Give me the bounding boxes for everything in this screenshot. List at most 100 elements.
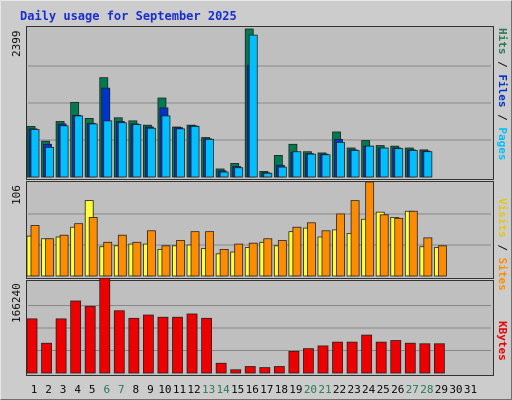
visits-bar: [263, 238, 273, 277]
day-label: 19: [289, 383, 303, 396]
day-label: 26: [391, 383, 405, 396]
visits-bar: [234, 243, 244, 277]
pages-bar: [103, 120, 113, 178]
kbytes-bar: [70, 300, 82, 374]
pages-bar: [408, 150, 418, 178]
visits-bar: [59, 234, 69, 277]
kbytes-bar: [419, 343, 431, 374]
day-label: 11: [172, 383, 187, 396]
visits-bar: [350, 200, 360, 277]
day-label: 8: [132, 383, 140, 396]
pages-bar: [350, 150, 360, 178]
day-label: 24: [362, 383, 376, 396]
pages-bar: [74, 115, 84, 178]
kbytes-bar: [230, 369, 242, 374]
day-label: 7: [117, 383, 125, 396]
pages-bar: [423, 151, 433, 178]
kbytes-bar: [142, 314, 154, 374]
kbytes-bar: [201, 317, 213, 374]
pages-bar: [307, 153, 316, 178]
pages-bar: [132, 124, 142, 178]
kbytes-bar: [303, 348, 314, 374]
pages-bar: [394, 148, 404, 178]
day-label: 6: [103, 383, 111, 396]
visits-bar: [176, 240, 185, 277]
pages-bar: [248, 34, 258, 178]
pages-bar: [59, 125, 69, 178]
pages-bar: [176, 128, 185, 178]
kbytes-bar: [433, 343, 445, 374]
visits-bar: [379, 214, 389, 277]
pages-bar: [365, 145, 375, 178]
pages-bar: [205, 138, 215, 178]
day-label: 27: [405, 383, 419, 396]
pages-bar: [219, 171, 229, 178]
visits-bar: [437, 245, 447, 277]
day-label: 9: [147, 383, 154, 396]
kbytes-bar: [390, 340, 402, 374]
kbytes-bar: [215, 362, 227, 374]
day-label: 13: [201, 383, 216, 396]
day-label: 20: [303, 383, 318, 396]
kbytes-bar: [113, 310, 125, 374]
pages-bar: [292, 151, 302, 178]
visits-bar: [88, 217, 98, 277]
kbytes-bar: [375, 341, 387, 374]
day-label: 23: [347, 383, 361, 396]
kbytes-bar: [404, 342, 416, 374]
kbytes-bar: [346, 341, 358, 374]
day-label: 12: [187, 383, 201, 396]
visits-bar: [321, 230, 331, 277]
visits-bar: [277, 240, 287, 277]
day-label: 28: [420, 383, 434, 396]
day-label: 3: [59, 383, 67, 396]
chart-title: Daily usage for September 2025: [20, 9, 237, 23]
pages-bar: [161, 115, 171, 178]
visits-bar: [394, 217, 404, 277]
kbytes-bar: [332, 341, 343, 374]
pages-bar: [277, 166, 287, 178]
pages-bar: [379, 147, 389, 178]
day-label: 4: [74, 383, 81, 396]
pages-bar: [321, 154, 331, 178]
kbytes-bar: [361, 334, 373, 374]
day-label: 29: [434, 383, 449, 396]
visits-bar: [45, 238, 54, 277]
visits-bar: [205, 231, 215, 277]
pages-bar: [336, 142, 345, 178]
pages-bar: [263, 172, 273, 178]
day-label: 17: [260, 383, 274, 396]
visits-bar: [423, 237, 433, 277]
visits-bar: [336, 213, 345, 277]
kbytes-bar: [157, 316, 169, 374]
visits-bar: [219, 248, 229, 277]
visits-bar: [292, 226, 302, 277]
visits-bar: [74, 223, 84, 277]
day-label: 16: [245, 383, 259, 396]
kbytes-bar: [128, 317, 140, 374]
visits-bar: [248, 242, 258, 277]
visits-bar: [117, 234, 127, 277]
visits-bar: [146, 230, 156, 277]
pages-bar: [190, 126, 200, 178]
kbytes-bar: [172, 316, 183, 374]
visits-bar: [103, 241, 113, 277]
day-label: 31: [463, 383, 478, 396]
day-label: 1: [30, 383, 38, 396]
pages-bar: [234, 167, 244, 178]
visits-bar: [307, 222, 316, 277]
kbytes-bar: [273, 366, 285, 374]
visits-bar: [365, 181, 375, 277]
day-label: 30: [449, 383, 463, 396]
visits-bar: [30, 225, 40, 277]
visits-bar: [132, 241, 142, 277]
kbytes-bar: [317, 345, 329, 374]
day-label: 22: [332, 383, 347, 396]
kbytes-bar: [99, 277, 111, 374]
day-label: 25: [376, 383, 390, 396]
kbytes-bar: [55, 318, 67, 374]
kbytes-bar: [259, 367, 271, 374]
kbytes-bar: [186, 313, 198, 374]
day-label: 14: [216, 383, 230, 396]
